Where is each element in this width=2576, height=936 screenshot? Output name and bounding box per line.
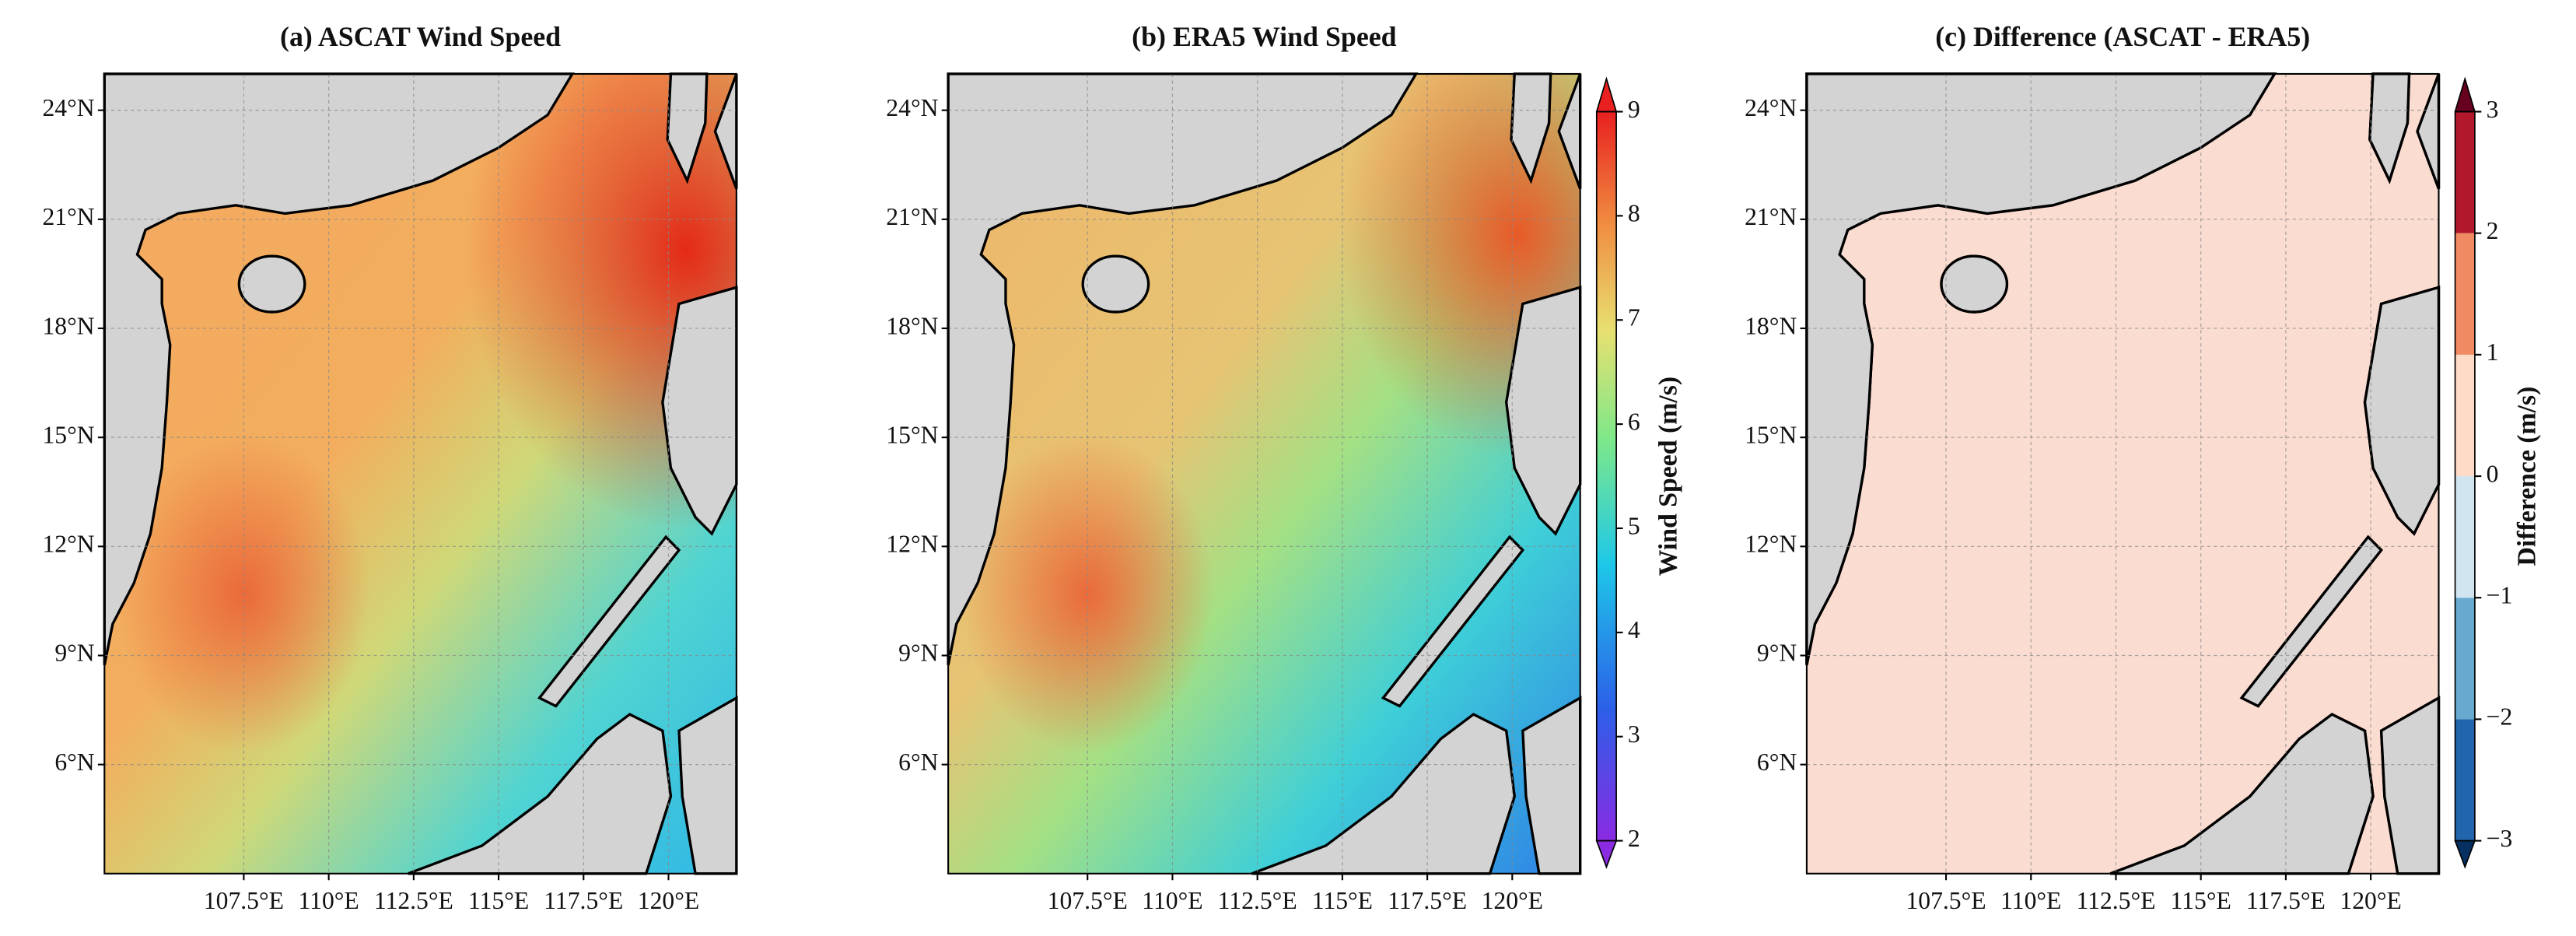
y-tick-label: 24°N bbox=[42, 94, 94, 121]
y-tick-label: 12°N bbox=[1745, 531, 1797, 558]
y-tick-label: 18°N bbox=[42, 312, 94, 339]
x-tick-label: 107.5°E bbox=[1906, 887, 1986, 914]
colorbar-tick-label: 0 bbox=[2487, 460, 2499, 487]
x-tick-label: 110°E bbox=[2000, 887, 2061, 914]
x-tick-label: 110°E bbox=[1142, 887, 1202, 914]
colorbar-label: Wind Speed (m/s) bbox=[1654, 377, 1683, 576]
panel-title: (a) ASCAT Wind Speed bbox=[280, 21, 561, 52]
x-tick-label: 115°E bbox=[468, 887, 529, 914]
x-tick-label: 107.5°E bbox=[204, 887, 284, 914]
colorbar-tick-label: 8 bbox=[1628, 200, 1640, 227]
x-tick-label: 107.5°E bbox=[1048, 887, 1128, 914]
map-frame bbox=[947, 72, 1581, 875]
x-tick-label: 115°E bbox=[2171, 887, 2231, 914]
y-tick-label: 24°N bbox=[886, 94, 938, 121]
panel-title: (c) Difference (ASCAT - ERA5) bbox=[1935, 21, 2310, 52]
y-tick-label: 12°N bbox=[886, 531, 938, 558]
map-frame bbox=[103, 72, 737, 875]
colorbar-frame bbox=[1595, 110, 1617, 842]
y-tick-label: 6°N bbox=[898, 748, 938, 776]
x-tick-label: 120°E bbox=[1482, 887, 1543, 914]
x-tick-label: 117.5°E bbox=[1388, 887, 1467, 914]
x-tick-label: 110°E bbox=[298, 887, 359, 914]
x-tick-label: 115°E bbox=[1312, 887, 1373, 914]
colorbar-band bbox=[2455, 719, 2475, 841]
x-tick-label: 112.5°E bbox=[374, 887, 453, 914]
colorbar-band bbox=[2455, 354, 2475, 477]
y-tick-label: 15°N bbox=[1745, 421, 1797, 448]
colorbar-tick-label: 6 bbox=[1628, 408, 1640, 435]
y-tick-label: 9°N bbox=[898, 640, 938, 667]
colorbar-band bbox=[2455, 111, 2475, 233]
colorbar-tick-label: −3 bbox=[2487, 825, 2513, 852]
y-tick-label: 18°N bbox=[1745, 312, 1797, 339]
map-frame bbox=[1805, 72, 2440, 875]
colorbar-band bbox=[2455, 476, 2475, 598]
colorbar-tick-label: 2 bbox=[1628, 825, 1640, 852]
panel-title: (b) ERA5 Wind Speed bbox=[1132, 21, 1396, 52]
colorbar-extend bbox=[2454, 76, 2476, 113]
y-tick-label: 18°N bbox=[886, 312, 938, 339]
colorbar-tick-label: 5 bbox=[1628, 512, 1640, 539]
colorbar-tick-label: 7 bbox=[1628, 304, 1640, 331]
y-tick-label: 15°N bbox=[42, 421, 94, 448]
y-tick-label: 21°N bbox=[1745, 203, 1797, 230]
map bbox=[947, 72, 1582, 875]
colorbar-extend bbox=[2454, 840, 2476, 869]
colorbar-tick-label: 9 bbox=[1628, 96, 1640, 123]
colorbar-tick-label: 1 bbox=[2487, 338, 2499, 366]
colorbar-band bbox=[2455, 233, 2475, 355]
y-tick-label: 12°N bbox=[42, 531, 94, 558]
colorbar-label: Difference (m/s) bbox=[2512, 387, 2541, 566]
colorbar-tick-label: 2 bbox=[2487, 217, 2499, 244]
map bbox=[103, 72, 738, 875]
colorbar-extend bbox=[1595, 840, 1618, 869]
y-tick-label: 9°N bbox=[54, 640, 94, 667]
x-tick-label: 117.5°E bbox=[544, 887, 623, 914]
colorbar-tick-label: −1 bbox=[2487, 581, 2513, 608]
y-tick-label: 21°N bbox=[886, 203, 938, 230]
colorbar-extend bbox=[1595, 76, 1618, 113]
y-tick-label: 24°N bbox=[1745, 94, 1797, 121]
y-tick-label: 15°N bbox=[886, 421, 938, 448]
colorbar-tick-label: 4 bbox=[1628, 616, 1640, 643]
x-tick-label: 120°E bbox=[638, 887, 699, 914]
y-tick-label: 6°N bbox=[1757, 748, 1797, 776]
map bbox=[1807, 74, 2439, 874]
y-tick-label: 9°N bbox=[1757, 640, 1797, 667]
x-tick-label: 112.5°E bbox=[1218, 887, 1297, 914]
colorbar-ramp bbox=[1596, 111, 1617, 841]
y-tick-label: 6°N bbox=[54, 748, 94, 776]
colorbar-tick-label: 3 bbox=[2487, 96, 2499, 123]
x-tick-label: 117.5°E bbox=[2246, 887, 2326, 914]
x-tick-label: 120°E bbox=[2340, 887, 2401, 914]
x-tick-label: 112.5°E bbox=[2076, 887, 2155, 914]
colorbar-band bbox=[2455, 598, 2475, 720]
colorbar-tick-label: 3 bbox=[1628, 720, 1640, 748]
y-tick-label: 21°N bbox=[42, 203, 94, 230]
colorbar-tick-label: −2 bbox=[2487, 703, 2513, 731]
